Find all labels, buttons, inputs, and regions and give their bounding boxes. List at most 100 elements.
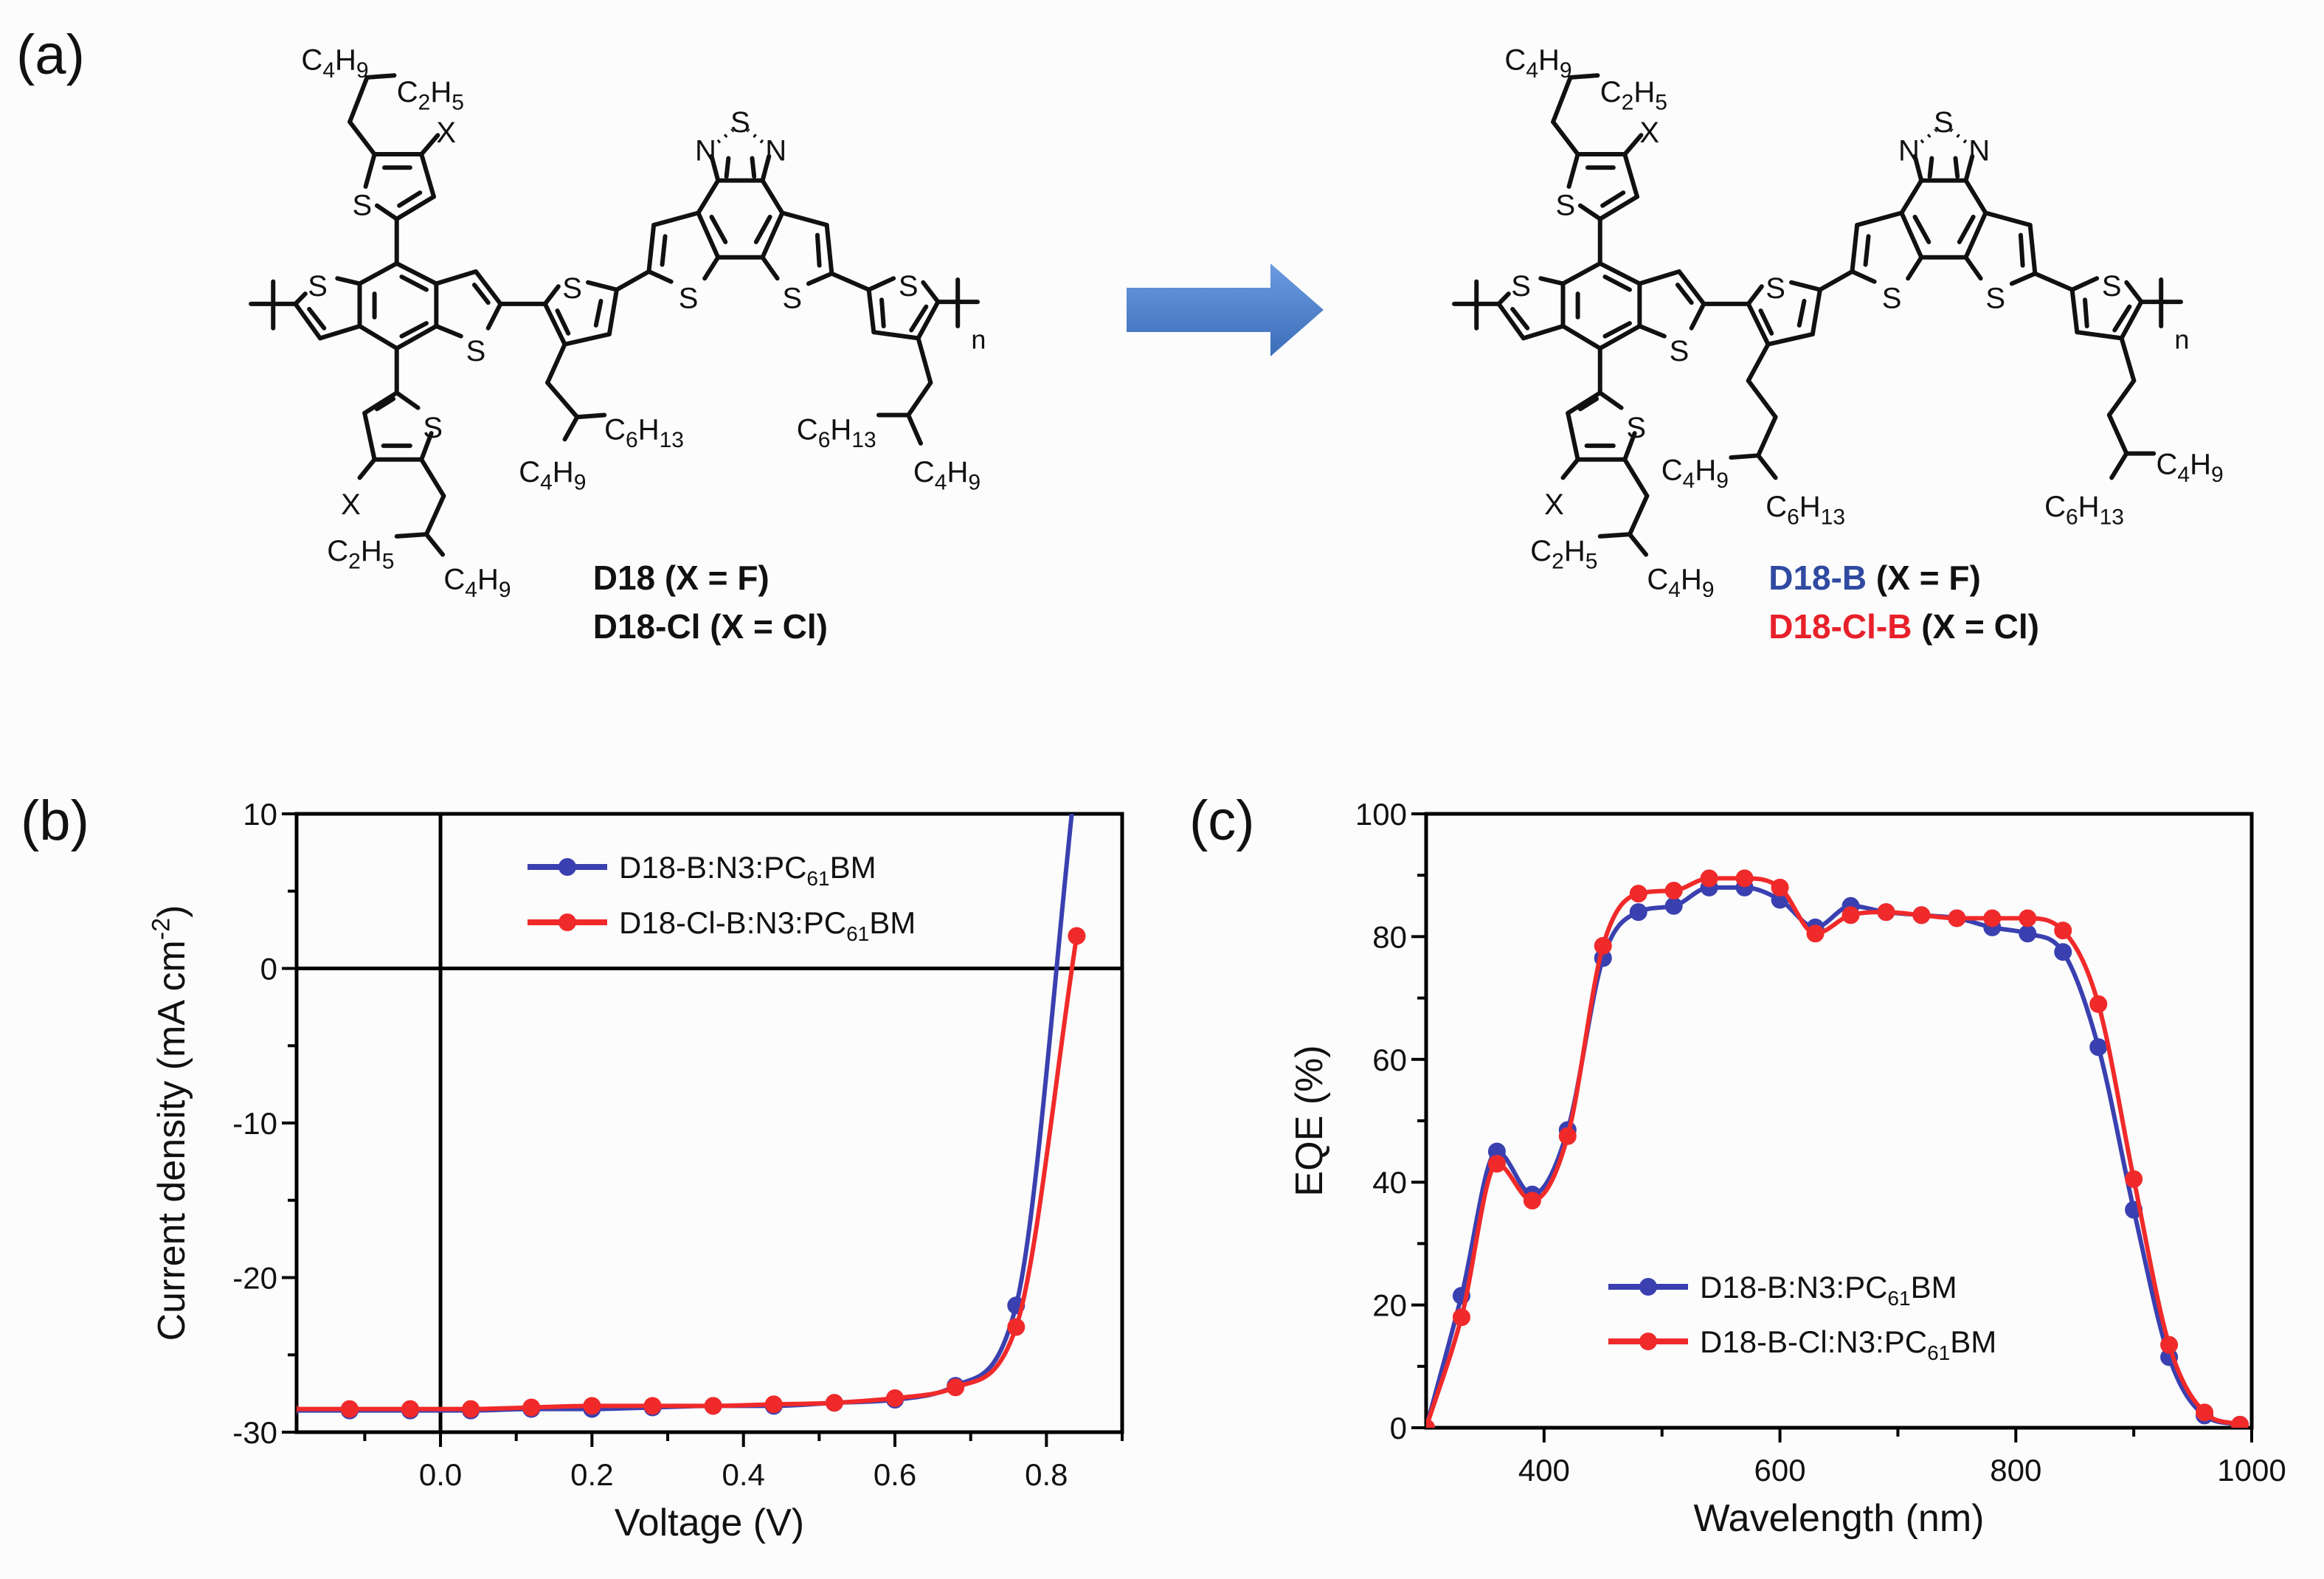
bond (419, 152, 436, 199)
bond (1675, 283, 1694, 305)
bond (1510, 306, 1530, 331)
x-tick-label: 400 (1518, 1453, 1570, 1488)
bond (2009, 271, 2038, 286)
substituent-label: C4H9 (913, 456, 981, 495)
bond (1602, 274, 1632, 292)
data-point-1 (1735, 869, 1754, 888)
bond (1957, 215, 1976, 244)
bond (1568, 73, 1600, 80)
substituent-label: C2H5 (1530, 535, 1597, 574)
bond (646, 222, 657, 274)
atom-label: S (730, 106, 750, 139)
atom-label: S (2102, 270, 2122, 303)
bond (1496, 301, 1526, 341)
bond (696, 178, 721, 215)
bond (364, 73, 397, 80)
bond (1566, 152, 1580, 189)
polymer-substitution: (X = F) (1867, 559, 1981, 597)
bond (545, 342, 567, 385)
bond (760, 153, 772, 183)
atom-label: S (1626, 412, 1646, 444)
atom-label: S (308, 270, 328, 303)
atom-label: X (341, 488, 361, 521)
data-point-0 (1068, 759, 1085, 775)
legend-marker (558, 913, 576, 931)
polymer-substitution: (X = Cl) (700, 607, 828, 646)
substituent-label: C4H9 (519, 456, 586, 495)
x-tick-label: 0.2 (570, 1457, 613, 1492)
bond (545, 380, 580, 420)
substituent-label: C4H9 (1661, 455, 1729, 494)
bond (434, 323, 463, 339)
data-point-1 (764, 1395, 783, 1414)
bond (1538, 276, 1566, 286)
bond (866, 276, 896, 292)
bond (1899, 210, 1924, 260)
bond (542, 301, 567, 347)
bond (614, 269, 651, 292)
bond (646, 269, 674, 284)
plot-area (1426, 869, 2249, 1428)
atom-label: S (1766, 272, 1785, 305)
bond (1560, 261, 1602, 286)
bond (760, 255, 780, 281)
bond (2018, 232, 2025, 268)
polymer-substitution: (X = F) (655, 559, 770, 597)
y-tick-label: -30 (232, 1415, 277, 1450)
bond (2075, 330, 2124, 341)
legend-label: D18-Cl-B:N3:PC61BM (619, 905, 916, 945)
bond (1963, 210, 1988, 260)
bond (423, 532, 446, 557)
data-point-1 (1877, 903, 1895, 922)
bond (542, 284, 561, 306)
data-point-1 (1948, 909, 1966, 927)
data-point-1 (1523, 1192, 1541, 1210)
bond (921, 280, 941, 305)
bond (2119, 300, 2144, 341)
bond (1927, 156, 1934, 179)
data-point-1 (704, 1397, 722, 1415)
dotted-bond (716, 128, 734, 144)
atom-label: X (1639, 117, 1659, 149)
bond (829, 271, 871, 292)
bond (1676, 269, 1706, 306)
data-point-1 (1700, 869, 1718, 888)
data-point-1 (401, 1400, 419, 1418)
data-point-0 (2089, 1038, 2108, 1057)
polymer-name: D18-Cl (593, 607, 701, 646)
bond (1560, 457, 1580, 480)
eqe-chart: 400 600 800 1000 0 20 40 60 80 100 Wavelength (nm)… (1288, 797, 2286, 1540)
bond (753, 215, 772, 244)
bond (1756, 453, 1778, 480)
bond (562, 415, 580, 442)
panel-label-a: (a) (16, 24, 85, 86)
bond (1622, 152, 1639, 199)
bond (1912, 215, 1932, 244)
bond (317, 323, 362, 341)
bond (394, 261, 439, 286)
bond (906, 412, 923, 446)
bond (780, 210, 829, 227)
substituent-label: C2H5 (1600, 76, 1667, 115)
y-tick-label: -20 (232, 1261, 277, 1296)
legend-label: D18-B:N3:PC61BM (1700, 1270, 1957, 1310)
bond (2069, 287, 2080, 335)
atom-label: S (423, 412, 443, 444)
data-point-1 (1771, 878, 1789, 896)
data-point-0 (1664, 896, 1683, 915)
x-tick-label: 0.6 (874, 1457, 916, 1492)
bond (1746, 342, 1771, 383)
data-point-1 (583, 1397, 601, 1415)
bond (1746, 301, 1771, 347)
data-point-1 (1452, 1308, 1470, 1327)
bond (374, 203, 399, 221)
bond (1597, 194, 1639, 221)
bond (750, 156, 757, 179)
data-point-0 (297, 1406, 298, 1415)
bond (1756, 415, 1778, 458)
atom-label: S (1511, 270, 1531, 303)
x-tick-label: 0.8 (1025, 1457, 1068, 1492)
substituent-label: C4H9 (301, 44, 368, 83)
bond (1789, 280, 1822, 292)
bond (916, 300, 941, 341)
